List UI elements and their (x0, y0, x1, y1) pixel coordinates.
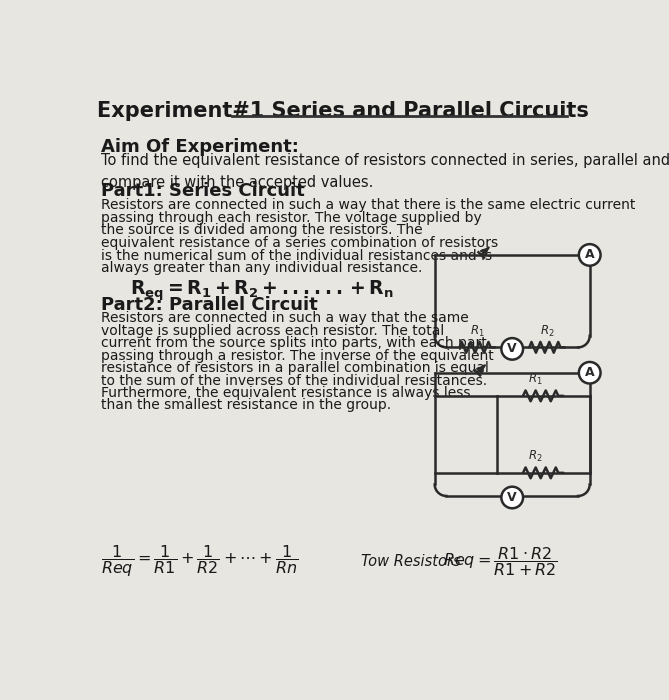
Text: always greater than any individual resistance.: always greater than any individual resis… (100, 262, 422, 276)
Text: Experiment#1 Series and Parallel Circuits: Experiment#1 Series and Parallel Circuit… (96, 101, 589, 121)
Text: A: A (585, 366, 595, 379)
Text: Furthermore, the equivalent resistance is always less: Furthermore, the equivalent resistance i… (100, 386, 470, 400)
Circle shape (501, 338, 523, 360)
Text: A: A (585, 248, 595, 261)
Text: $R_2$: $R_2$ (528, 449, 543, 463)
Text: to the sum of the inverses of the individual resistances.: to the sum of the inverses of the indivi… (100, 374, 487, 388)
Text: Part1: Series Circuit: Part1: Series Circuit (100, 182, 304, 199)
Text: resistance of resistors in a parallel combination is equal: resistance of resistors in a parallel co… (100, 361, 488, 375)
Text: Part2: Parallel Circuit: Part2: Parallel Circuit (100, 295, 317, 314)
Text: passing through each resistor. The voltage supplied by: passing through each resistor. The volta… (100, 211, 482, 225)
Text: Resistors are connected in such a way that the same: Resistors are connected in such a way th… (100, 311, 468, 325)
Text: equivalent resistance of a series combination of resistors: equivalent resistance of a series combin… (100, 236, 498, 250)
Circle shape (579, 244, 601, 266)
Text: To find the equivalent resistance of resistors connected in series, parallel and: To find the equivalent resistance of res… (100, 153, 669, 190)
Text: passing through a resistor. The inverse of the equivalent: passing through a resistor. The inverse … (100, 349, 494, 363)
Circle shape (579, 362, 601, 384)
Text: $R_1$: $R_1$ (528, 372, 543, 386)
Text: Tow Resistors: Tow Resistors (361, 554, 461, 569)
Text: is the numerical sum of the individual resistances and is: is the numerical sum of the individual r… (100, 248, 492, 262)
Text: than the smallest resistance in the group.: than the smallest resistance in the grou… (100, 398, 391, 412)
Text: Aim Of Experiment:: Aim Of Experiment: (100, 138, 298, 156)
Text: $\mathit{Req} = \dfrac{R1 \cdot R2}{R1+R2}$: $\mathit{Req} = \dfrac{R1 \cdot R2}{R1+R… (444, 545, 558, 578)
Text: V: V (507, 342, 517, 356)
Text: V: V (507, 491, 517, 504)
Text: $R_1$: $R_1$ (470, 324, 484, 339)
Circle shape (501, 486, 523, 508)
Text: voltage is supplied across each resistor. The total: voltage is supplied across each resistor… (100, 323, 444, 337)
Text: Resistors are connected in such a way that there is the same electric current: Resistors are connected in such a way th… (100, 198, 635, 212)
Text: $R_2$: $R_2$ (540, 324, 555, 339)
Text: current from the source splits into parts, with each part: current from the source splits into part… (100, 336, 486, 350)
Text: $\dfrac{1}{Req} = \dfrac{1}{R1} + \dfrac{1}{R2} + \cdots + \dfrac{1}{Rn}$: $\dfrac{1}{Req} = \dfrac{1}{R1} + \dfrac… (100, 543, 298, 580)
Text: $\mathbf{R_{eq}=R_1+R_2+......+R_n}$: $\mathbf{R_{eq}=R_1+R_2+......+R_n}$ (130, 279, 394, 303)
Text: the source is divided among the resistors. The: the source is divided among the resistor… (100, 223, 422, 237)
